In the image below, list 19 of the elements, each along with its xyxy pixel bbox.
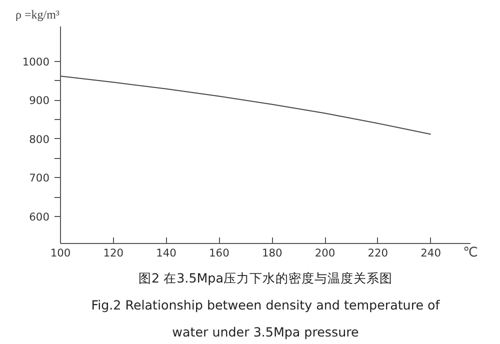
y-tick-label: 600	[29, 210, 50, 224]
x-tick-label: 240	[420, 246, 442, 260]
caption: 图2 在3.5Mpa压力下水的密度与温度关系图	[138, 270, 392, 286]
x-tick-label: 100	[50, 246, 71, 260]
y-tick-label: 900	[29, 94, 50, 108]
x-tick-label: 160	[209, 246, 230, 260]
y-tick-label: 800	[29, 132, 50, 146]
caption: Fig.2 Relationship between density and temperature of	[91, 298, 440, 312]
x-tick-label: 140	[156, 246, 177, 260]
text: water under 3.5Mpa pressure	[172, 324, 360, 340]
y-tick-label: 700	[29, 172, 50, 185]
x-tick-label: 120	[103, 246, 124, 260]
y-tick-label: 1000	[22, 55, 50, 68]
x-tick-label: 180	[262, 246, 283, 260]
x-tick-label: 220	[368, 246, 388, 260]
x-axis-title: ℃	[463, 246, 478, 260]
x-tick-label: 200	[314, 246, 336, 260]
y-axis-title: ρ =kg/m³	[16, 8, 60, 22]
line-series	[60, 76, 432, 135]
